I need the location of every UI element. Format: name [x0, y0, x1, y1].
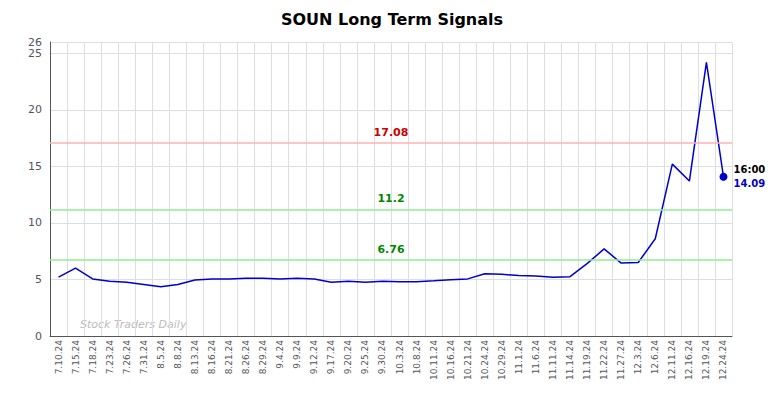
- svg-text:12.6.24: 12.6.24: [650, 340, 660, 375]
- svg-text:10.11.24: 10.11.24: [429, 340, 439, 380]
- svg-text:11.14.24: 11.14.24: [565, 340, 575, 380]
- svg-text:9.20.24: 9.20.24: [343, 340, 353, 375]
- svg-text:8.29.24: 8.29.24: [258, 340, 268, 375]
- svg-text:8.21.24: 8.21.24: [224, 340, 234, 375]
- svg-text:9.9.24: 9.9.24: [292, 340, 302, 369]
- svg-text:9.12.24: 9.12.24: [309, 340, 319, 375]
- svg-text:7.15.24: 7.15.24: [71, 340, 81, 375]
- svg-text:11.1.24: 11.1.24: [514, 340, 524, 375]
- svg-text:12.11.24: 12.11.24: [667, 340, 677, 380]
- svg-text:11.19.24: 11.19.24: [582, 340, 592, 380]
- svg-text:5: 5: [35, 273, 42, 286]
- svg-text:11.22.24: 11.22.24: [599, 340, 609, 380]
- svg-text:26: 26: [28, 36, 42, 49]
- svg-text:10.29.24: 10.29.24: [497, 340, 507, 380]
- svg-text:17.08: 17.08: [374, 126, 409, 139]
- svg-text:11.27.24: 11.27.24: [616, 340, 626, 380]
- svg-text:12.16.24: 12.16.24: [684, 340, 694, 380]
- svg-text:7.18.24: 7.18.24: [88, 340, 98, 375]
- svg-text:10.21.24: 10.21.24: [463, 340, 473, 380]
- svg-text:9.25.24: 9.25.24: [360, 340, 370, 375]
- svg-text:10.16.24: 10.16.24: [446, 340, 456, 380]
- svg-text:SOUN Long Term Signals: SOUN Long Term Signals: [281, 10, 503, 29]
- svg-text:0: 0: [35, 330, 42, 343]
- svg-text:Stock Traders Daily: Stock Traders Daily: [80, 318, 187, 331]
- svg-text:14.09: 14.09: [733, 178, 765, 189]
- svg-text:7.26.24: 7.26.24: [122, 340, 132, 375]
- svg-text:9.4.24: 9.4.24: [275, 340, 285, 369]
- svg-text:12.19.24: 12.19.24: [701, 340, 711, 380]
- svg-text:10.24.24: 10.24.24: [480, 340, 490, 380]
- svg-text:7.10.24: 7.10.24: [54, 340, 64, 375]
- svg-text:8.8.24: 8.8.24: [173, 340, 183, 369]
- svg-text:7.23.24: 7.23.24: [105, 340, 115, 375]
- svg-text:8.13.24: 8.13.24: [190, 340, 200, 375]
- svg-text:20: 20: [28, 103, 42, 116]
- svg-text:12.24.24: 12.24.24: [718, 340, 728, 380]
- svg-text:8.26.24: 8.26.24: [241, 340, 251, 375]
- svg-text:11.6.24: 11.6.24: [531, 340, 541, 375]
- svg-text:12.3.24: 12.3.24: [633, 340, 643, 375]
- svg-text:6.76: 6.76: [377, 243, 404, 256]
- svg-text:9.17.24: 9.17.24: [326, 340, 336, 375]
- svg-text:11.11.24: 11.11.24: [548, 340, 558, 380]
- svg-text:8.16.24: 8.16.24: [207, 340, 217, 375]
- svg-text:9.30.24: 9.30.24: [377, 340, 387, 375]
- svg-text:10: 10: [28, 216, 42, 229]
- svg-text:10.8.24: 10.8.24: [412, 340, 422, 375]
- svg-text:11.2: 11.2: [377, 192, 404, 205]
- svg-text:7.31.24: 7.31.24: [139, 340, 149, 375]
- svg-text:8.5.24: 8.5.24: [156, 340, 166, 369]
- svg-text:10.3.24: 10.3.24: [395, 340, 405, 375]
- svg-text:15: 15: [28, 160, 42, 173]
- svg-text:16:00: 16:00: [733, 164, 765, 175]
- svg-text:25: 25: [28, 47, 42, 60]
